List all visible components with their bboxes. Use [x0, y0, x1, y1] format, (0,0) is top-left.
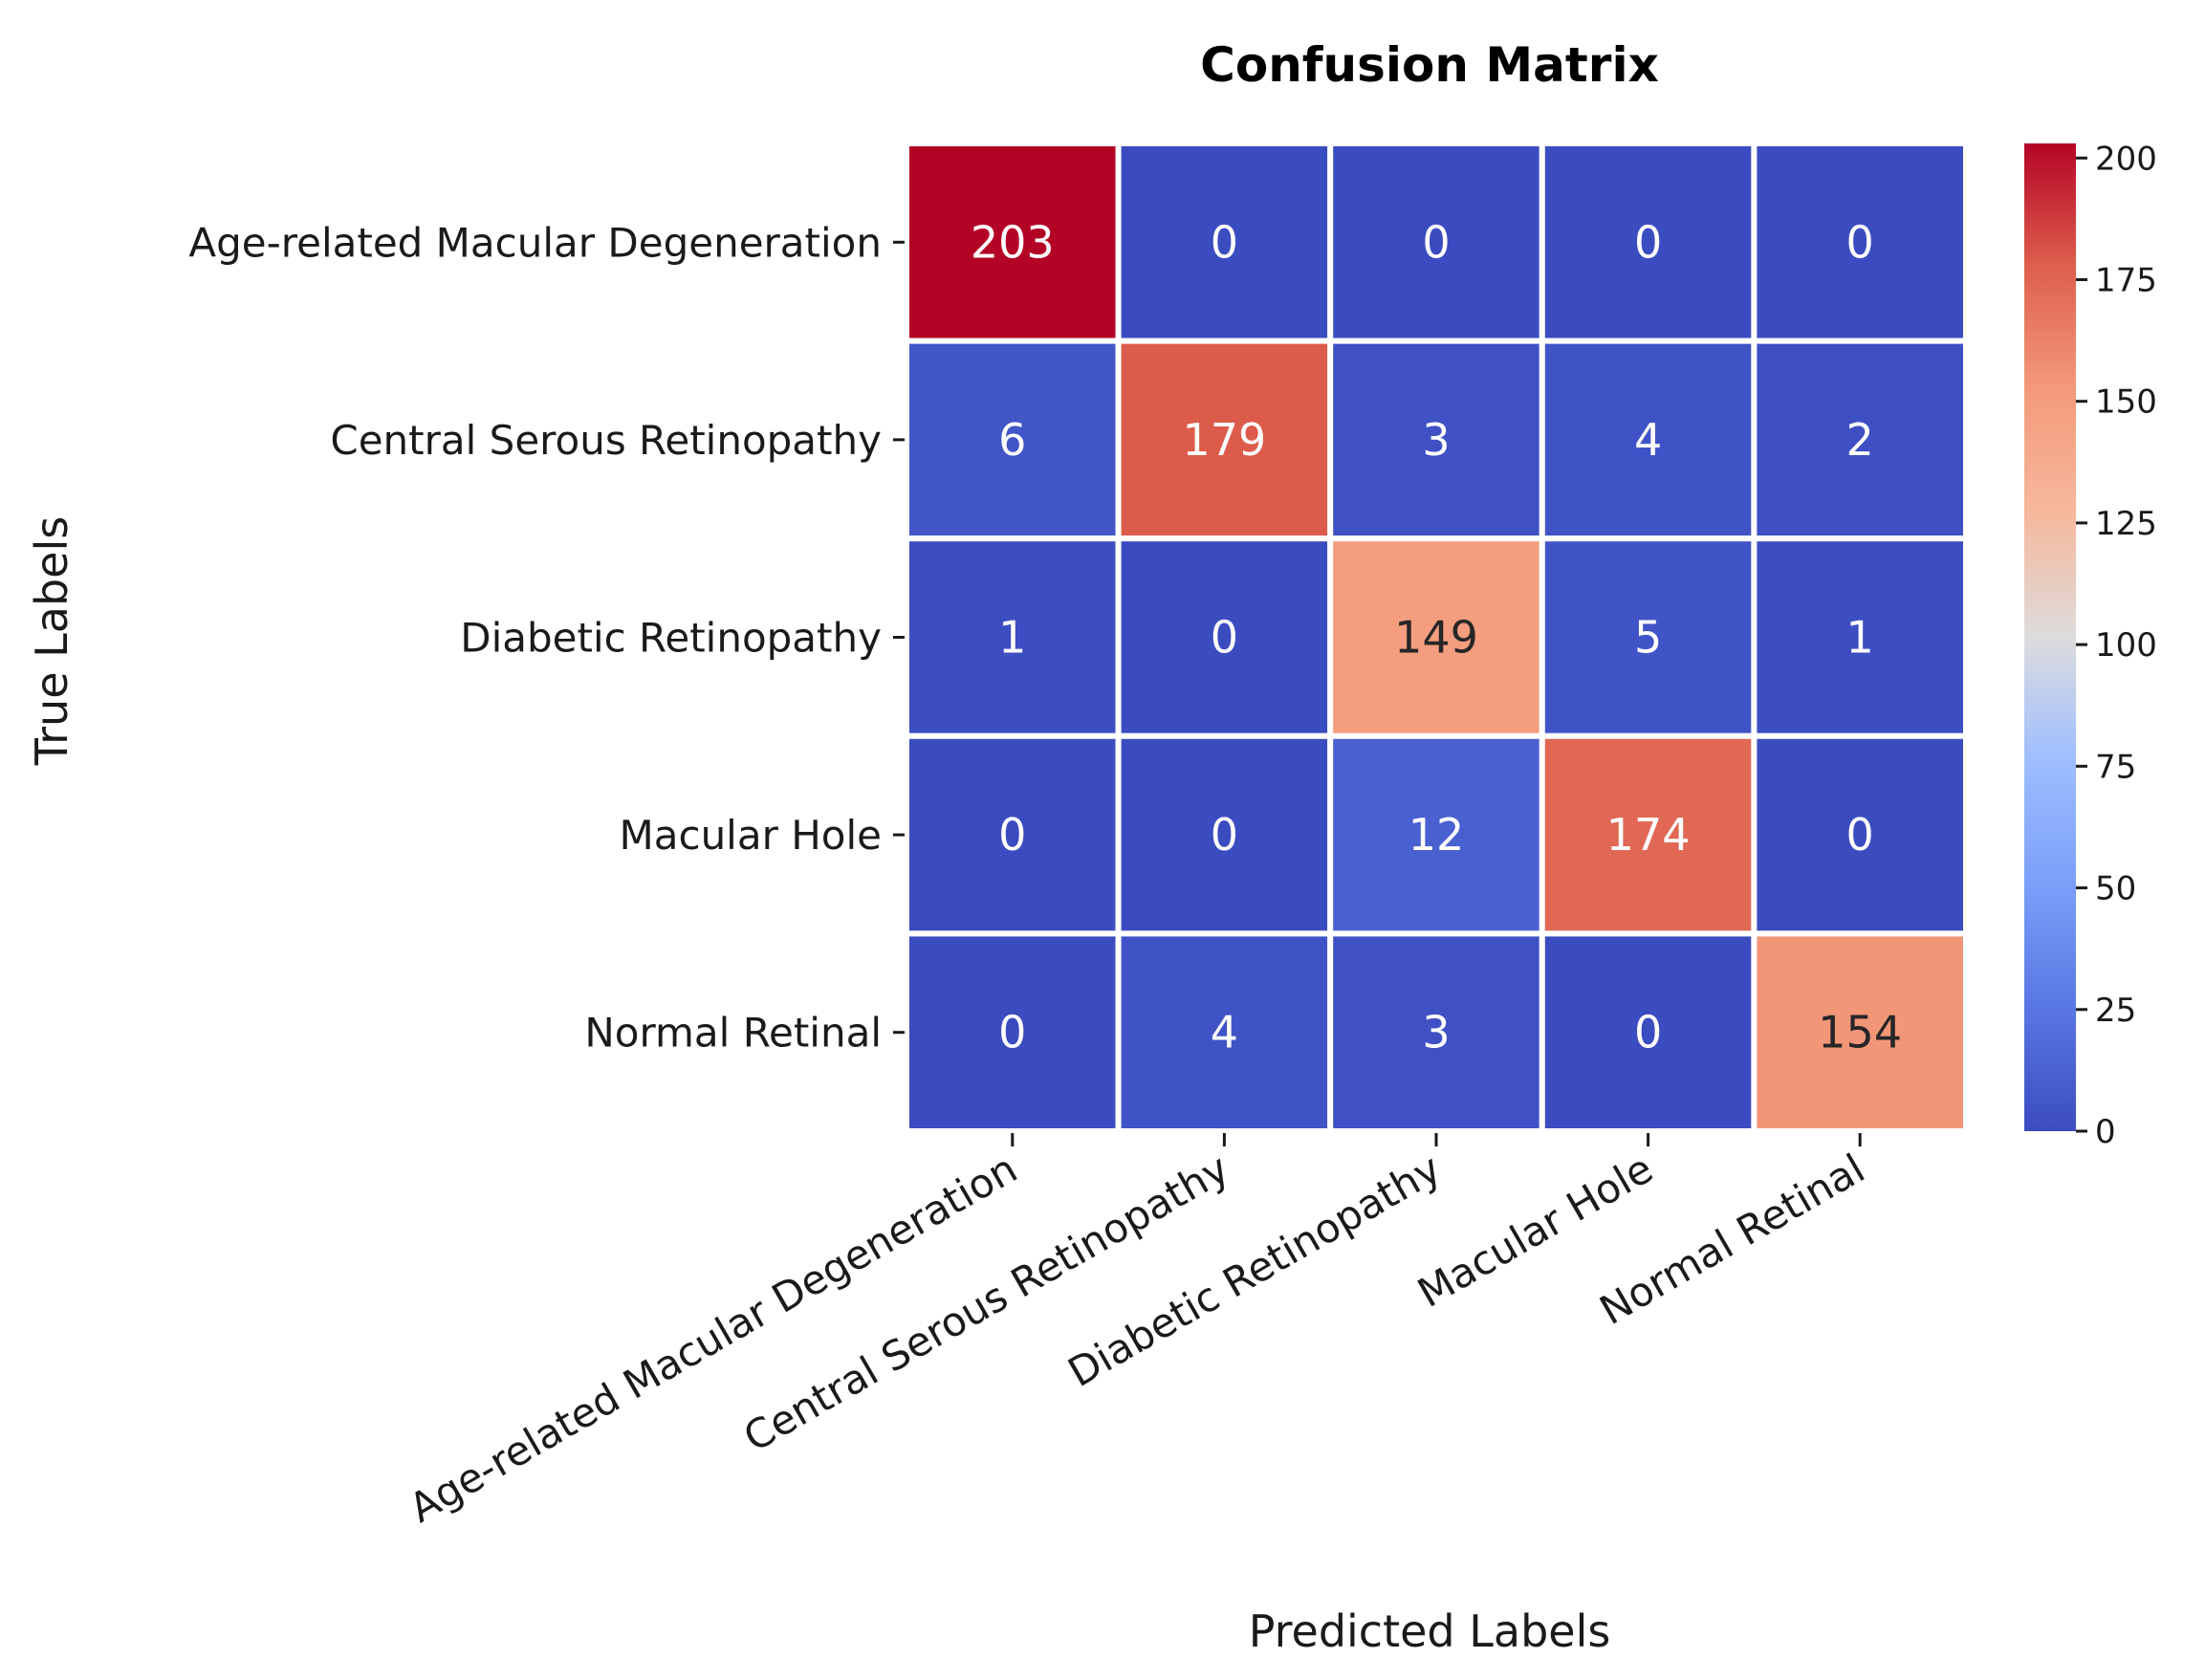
cell-value-r0-c2: 0: [1422, 216, 1450, 268]
colorbar-tick-label-0: 0: [2095, 1113, 2116, 1151]
y-tick-label-normal-retinal: Normal Retinal: [584, 1010, 882, 1057]
cell-value-r2-c0: 1: [998, 612, 1026, 664]
cell-value-r2-c2: 149: [1394, 612, 1478, 664]
colorbar-ticks: 0 25 50 75 100 125 150 175 200: [2076, 140, 2157, 1151]
y-axis-title: True Labels: [26, 516, 77, 766]
x-axis-title: Predicted Labels: [1249, 1605, 1611, 1657]
cell-r4-c4: [1751, 930, 1970, 1135]
colorbar-tick-label-175: 175: [2095, 261, 2157, 299]
heatmap-cells: [904, 141, 1970, 1135]
x-axis-ticks: Age-related Macular DegenerationCentral …: [402, 1133, 1872, 1532]
heatmap-cell-labels: 203 0 0 0 0 6 179 3 4 2 1 0 149 5 1 0 0 12 174 0 0 4 3 0 154: [971, 216, 1902, 1058]
cell-value-r3-c4: 0: [1846, 809, 1874, 861]
cell-value-r4-c1: 4: [1211, 1007, 1238, 1058]
cell-r1-c2: [1327, 338, 1545, 542]
cell-value-r0-c4: 0: [1846, 216, 1874, 268]
colorbar-tick-label-25: 25: [2095, 992, 2136, 1030]
cell-r0-c1: [1115, 141, 1334, 344]
cell-value-r4-c4: 154: [1818, 1007, 1902, 1058]
cell-value-r3-c1: 0: [1211, 809, 1238, 861]
cell-value-r4-c3: 0: [1634, 1007, 1662, 1058]
y-tick-label-central-serous-retinopathy: Central Serous Retinopathy: [330, 417, 882, 464]
cell-value-r2-c1: 0: [1211, 612, 1238, 664]
y-tick-label-macular-hole: Macular Hole: [620, 812, 883, 859]
cell-value-r0-c1: 0: [1211, 216, 1238, 268]
cell-r2-c1: [1115, 535, 1334, 739]
cell-value-r3-c0: 0: [998, 809, 1026, 861]
cell-r0-c0: [904, 141, 1122, 344]
cell-value-r1-c1: 179: [1182, 414, 1266, 466]
cell-value-r0-c0: 203: [971, 216, 1055, 268]
cell-r3-c2: [1327, 732, 1545, 937]
x-tick-label-diabetic-retinopathy: Diabetic Retinopathy: [1060, 1145, 1449, 1396]
colorbar-tick-label-75: 75: [2095, 748, 2136, 786]
cell-value-r1-c4: 2: [1846, 414, 1874, 466]
y-tick-label-diabetic-retinopathy: Diabetic Retinopathy: [460, 615, 882, 662]
colorbar-tick-label-150: 150: [2095, 383, 2157, 422]
cell-value-r4-c2: 3: [1422, 1007, 1450, 1058]
cell-r3-c0: [904, 732, 1122, 937]
cell-value-r2-c3: 5: [1634, 612, 1662, 664]
cell-r2-c3: [1539, 535, 1757, 739]
cell-value-r1-c3: 4: [1634, 414, 1662, 466]
colorbar-tick-label-125: 125: [2095, 505, 2157, 543]
colorbar-tick-label-50: 50: [2095, 870, 2136, 908]
chart-title: Confusion Matrix: [1200, 37, 1659, 93]
colorbar-tick-label-100: 100: [2095, 626, 2157, 665]
cell-r4-c2: [1327, 930, 1545, 1135]
y-axis-ticks: Age-related Macular Degeneration Central …: [188, 219, 905, 1057]
cell-value-r3-c3: 174: [1606, 809, 1691, 861]
cell-value-r2-c4: 1: [1846, 612, 1874, 664]
cell-value-r1-c2: 3: [1422, 414, 1450, 466]
cell-r3-c4: [1751, 732, 1970, 937]
cell-r1-c0: [904, 338, 1122, 542]
cell-r3-c3: [1539, 732, 1757, 937]
cell-value-r1-c0: 6: [998, 414, 1026, 466]
cell-value-r4-c0: 0: [998, 1007, 1026, 1058]
cell-r3-c1: [1115, 732, 1334, 937]
colorbar: [2024, 143, 2076, 1131]
y-tick-label-age-related-macular-degeneration: Age-related Macular Degeneration: [188, 219, 882, 266]
cell-r1-c4: [1751, 338, 1970, 542]
cell-r4-c0: [904, 930, 1122, 1135]
colorbar-tick-label-200: 200: [2095, 140, 2157, 178]
cell-value-r0-c3: 0: [1634, 216, 1662, 268]
cell-value-r3-c2: 12: [1408, 809, 1465, 861]
cell-r4-c1: [1115, 930, 1334, 1135]
